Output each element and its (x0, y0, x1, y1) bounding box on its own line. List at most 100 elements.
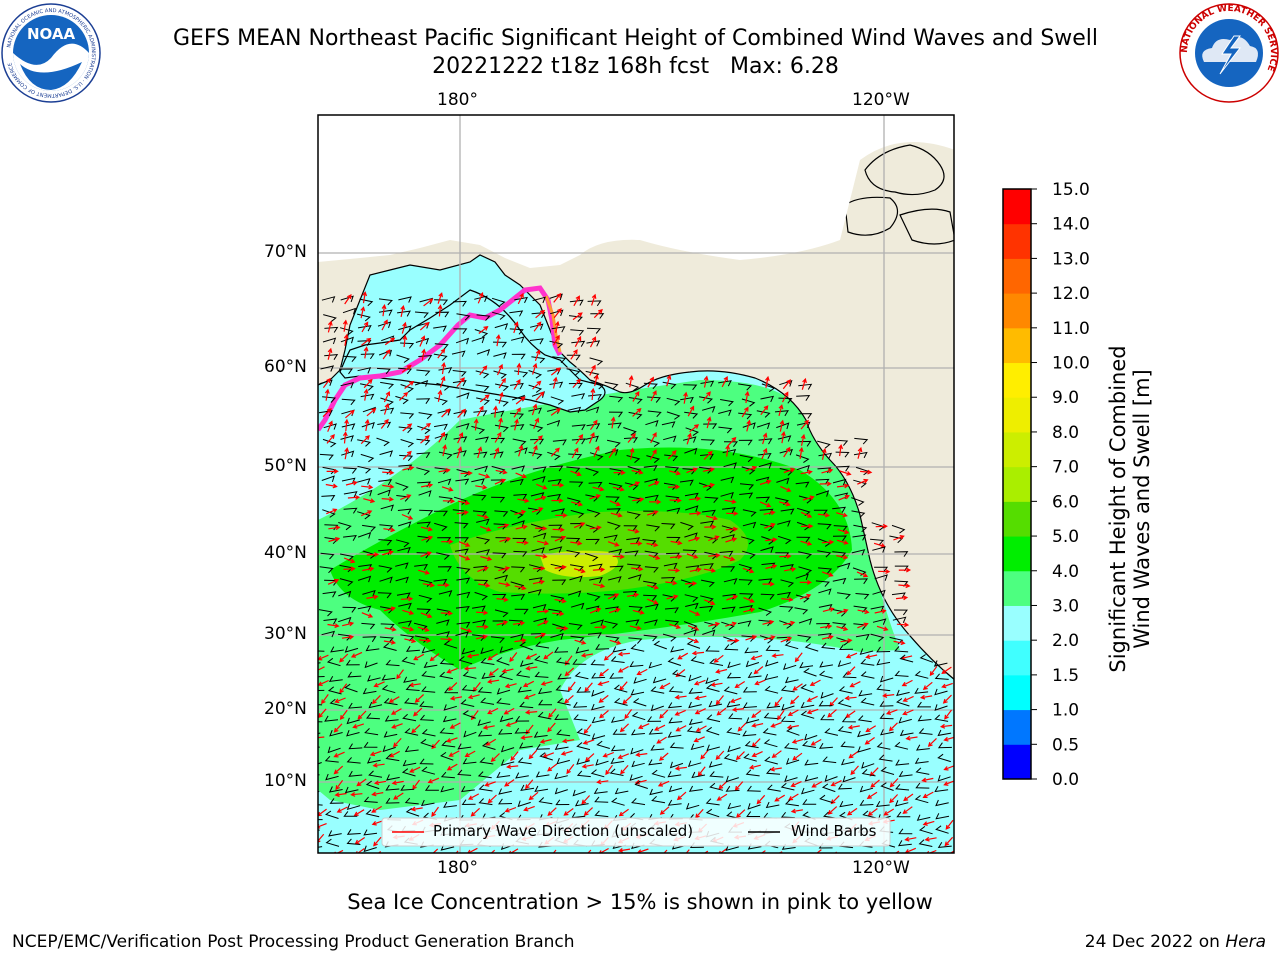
wave-direction-arrow (765, 564, 778, 570)
wave-direction-arrow (516, 540, 529, 546)
wind-barb (500, 759, 515, 766)
wind-barb (817, 523, 832, 530)
wind-barb (529, 338, 544, 345)
wind-barb (568, 382, 583, 389)
colorbar-tick-label: 7.0 (1052, 458, 1079, 478)
wind-barb (318, 689, 325, 691)
wave-direction-arrow (554, 320, 560, 333)
wind-barb (747, 671, 762, 679)
wave-direction-arrow (715, 750, 725, 761)
wind-barb (530, 438, 545, 445)
wave-direction-arrow (689, 424, 700, 433)
wave-direction-arrow (781, 597, 794, 602)
wave-direction-arrow (636, 668, 648, 676)
colorbar-tick-label: 13.0 (1052, 249, 1090, 269)
wave-direction-arrow (821, 634, 834, 640)
wave-direction-arrow (597, 680, 610, 686)
wind-barb (894, 565, 909, 572)
wind-barb (519, 660, 534, 667)
wind-barb (832, 535, 847, 542)
wind-barb (595, 759, 609, 766)
wave-direction-arrow (598, 694, 609, 703)
wave-direction-arrow (504, 779, 515, 787)
wind-barb (509, 310, 524, 317)
wind-barb (359, 489, 373, 497)
wind-barb (398, 325, 412, 332)
wind-barb (418, 594, 433, 603)
wind-barb (802, 799, 817, 805)
wave-direction-arrow (344, 447, 350, 460)
wind-barb (357, 325, 372, 332)
wind-barb (683, 629, 697, 636)
wind-barb (779, 605, 794, 613)
wind-barb (510, 478, 524, 486)
wind-barb (690, 656, 705, 664)
wave-direction-arrow (584, 753, 595, 762)
wave-direction-arrow (683, 391, 688, 404)
colorbar-segment (1003, 570, 1031, 606)
wave-direction-arrow (499, 537, 512, 543)
colorbar-tick-label: 0.5 (1052, 735, 1079, 755)
wind-barb (604, 381, 619, 390)
wind-barb (586, 340, 601, 347)
wave-direction-arrow (665, 580, 678, 586)
wind-barb (400, 634, 415, 642)
wave-direction-arrow (830, 795, 840, 805)
wave-direction-arrow (921, 777, 934, 783)
wave-direction-arrow (431, 806, 439, 818)
wave-direction-arrow (328, 525, 341, 531)
wave-direction-arrow (418, 569, 430, 575)
wind-barb (549, 465, 564, 472)
wind-barb (456, 566, 471, 574)
wind-barb (566, 368, 581, 376)
wave-direction-arrow (573, 522, 586, 529)
wind-barb (549, 293, 563, 301)
wave-direction-arrow (857, 609, 870, 615)
wave-direction-arrow (744, 390, 750, 404)
wave-direction-arrow (702, 391, 711, 402)
wave-direction-arrow (409, 766, 421, 773)
wave-direction-arrow (383, 402, 390, 415)
wind-barb (364, 728, 379, 736)
wave-direction-arrow (552, 611, 565, 617)
wind-barb (606, 439, 621, 448)
wave-direction-arrow (764, 523, 776, 529)
colorbar-tick-label: 6.0 (1052, 492, 1079, 512)
wind-barb (608, 548, 623, 556)
wave-direction-arrow (512, 620, 526, 626)
wave-direction-arrow (674, 709, 686, 716)
wind-barb (343, 491, 358, 498)
wave-direction-arrow (670, 540, 683, 546)
wave-direction-arrow (402, 450, 412, 460)
wave-direction-arrow (344, 293, 352, 305)
wave-direction-arrow (422, 582, 435, 588)
wind-barb (442, 715, 457, 723)
wind-barb (361, 622, 376, 630)
wave-direction-arrow (442, 498, 456, 504)
wind-barb (937, 774, 951, 782)
wind-barb (650, 704, 664, 712)
wind-barb (512, 537, 527, 544)
wave-direction-arrow (632, 407, 642, 417)
wind-barb (685, 505, 699, 512)
wind-barb (377, 321, 392, 329)
wind-barb (629, 774, 643, 781)
wave-direction-arrow (479, 525, 492, 532)
wave-direction-arrow (817, 512, 831, 518)
wave-direction-arrow (369, 750, 382, 757)
wave-direction-arrow (693, 679, 706, 686)
wave-direction-arrow (420, 551, 432, 558)
wind-barb (417, 521, 431, 528)
wind-barb (322, 509, 336, 518)
wind-barb (755, 476, 770, 484)
wind-barb (400, 384, 414, 393)
lat-label-10n: 10°N (264, 771, 307, 791)
wave-direction-arrow (533, 435, 543, 445)
wave-direction-arrow (532, 579, 545, 585)
wind-barb (514, 447, 528, 454)
wind-barb (632, 698, 647, 707)
wave-direction-arrow (398, 391, 409, 401)
wave-direction-arrow (602, 751, 615, 758)
footer-credit: NCEP/EMC/Verification Post Processing Pr… (12, 932, 575, 952)
wave-direction-arrow (561, 738, 575, 744)
